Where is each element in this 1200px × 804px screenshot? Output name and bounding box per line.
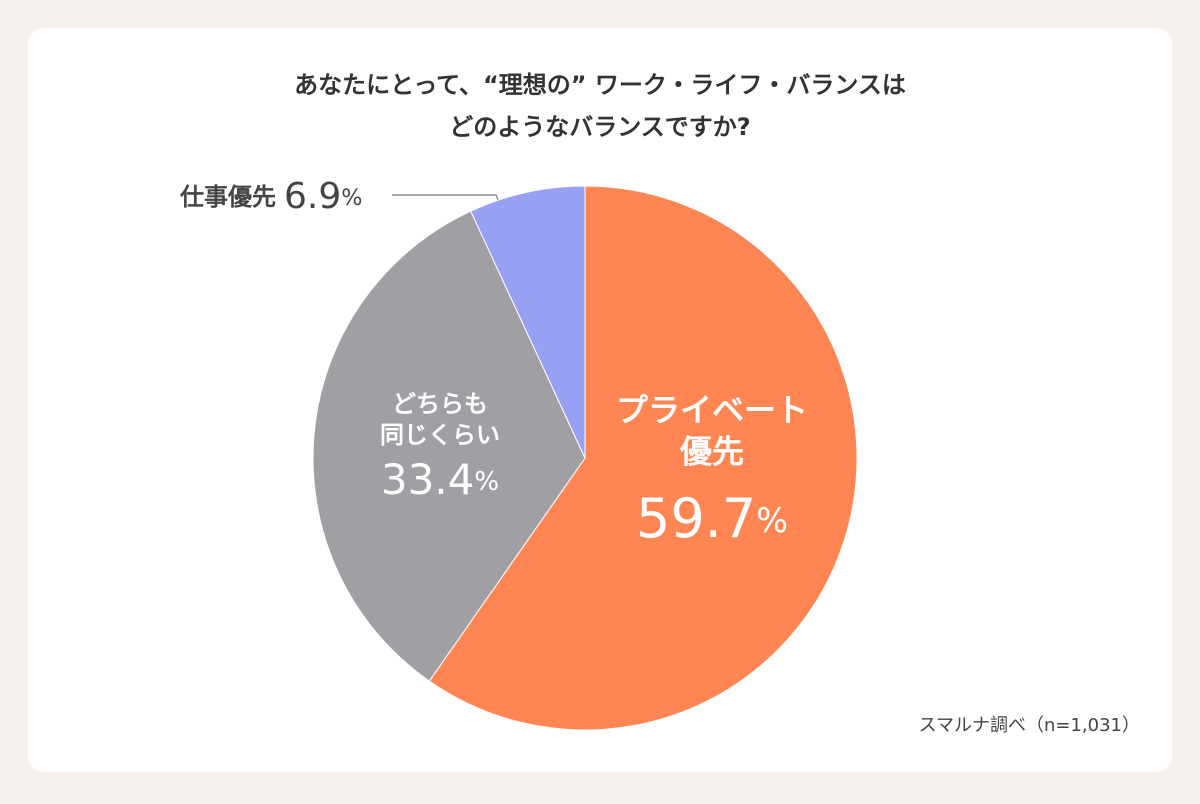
source-note: スマルナ調べ（n=1,031） [919,715,1140,736]
pie-slice [312,210,586,682]
category-label: 仕事優先 [179,183,276,211]
value-label: 59.7% [636,487,788,550]
pie-slice [428,185,858,731]
value-label: 6.9% [284,176,362,217]
chart-title: あなたにとって、“理想の” ワーク・ライフ・バランスはどのようなバランスですか? [294,71,906,141]
category-label: どちらも同じくらい [380,390,500,449]
pie-slice [470,185,586,459]
category-label: プライベート優先 [616,391,808,471]
value-label: 33.4% [381,455,499,504]
